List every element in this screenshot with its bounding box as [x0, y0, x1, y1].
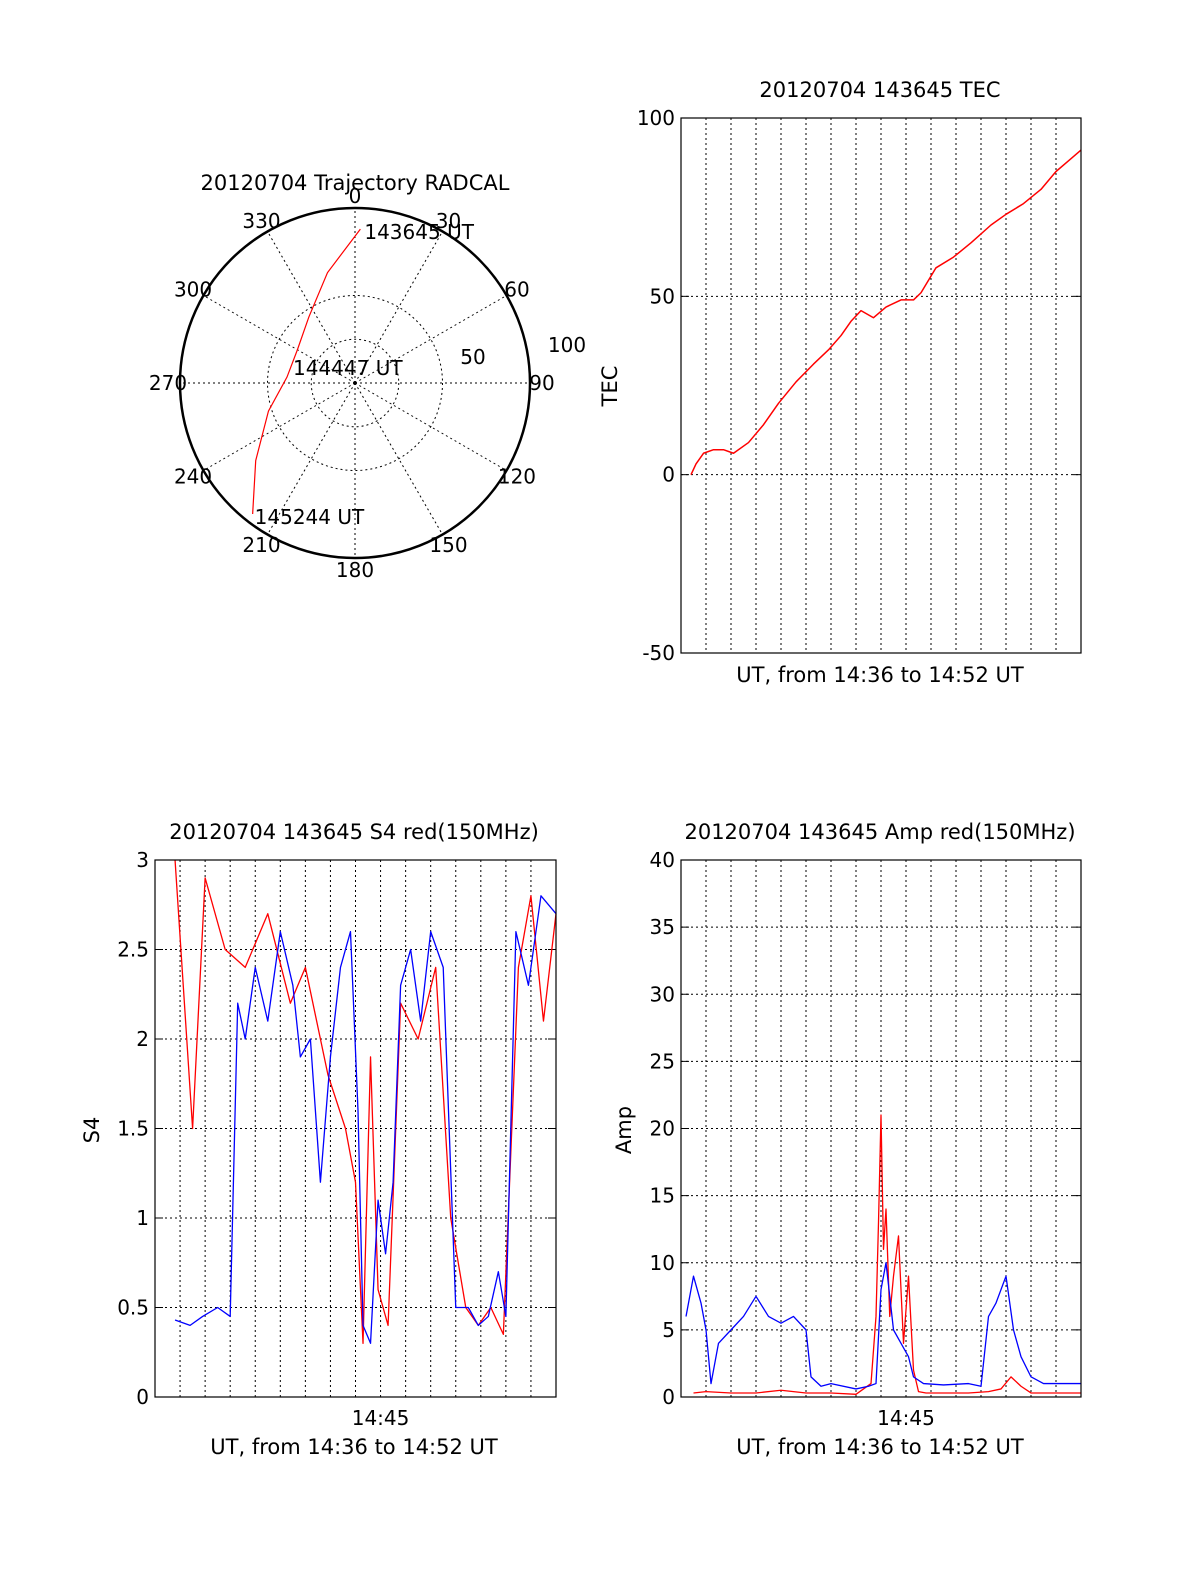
s4-x-axis-label: UT, from 14:36 to 14:52 UT — [210, 1435, 498, 1459]
polar-angle-label-90: 90 — [529, 371, 554, 395]
polar-spoke-300 — [203, 295, 356, 384]
tec-series — [690, 149, 1082, 475]
tec-y-tick-labels: -50 0 50 100 — [637, 106, 675, 665]
amp-chart: 20120704 143645 Amp red(150MHz) 0 5 10 15 20… — [612, 820, 1082, 1459]
polar-angle-label-180: 180 — [336, 558, 374, 582]
polar-outer-ring — [178, 206, 532, 560]
tec-ytick-label: 100 — [637, 106, 675, 130]
s4-ytick-label: 0 — [136, 1385, 149, 1409]
amp-ytick-label: 0 — [662, 1385, 675, 1409]
polar-ring-25 — [310, 338, 400, 428]
amp-y-axis-label: Amp — [612, 1106, 636, 1154]
amp-ytick-label: 25 — [650, 1049, 675, 1073]
polar-ring-50 — [267, 295, 443, 471]
tec-ytick-label: -50 — [642, 641, 675, 665]
s4-ytick-label: 0.5 — [117, 1296, 149, 1320]
s4-title: 20120704 143645 S4 red(150MHz) — [169, 820, 539, 844]
polar-radius-label-50: 50 — [460, 345, 485, 369]
polar-title: 20120704 Trajectory RADCAL — [201, 171, 510, 195]
amp-series-line-0 — [693, 1114, 1081, 1395]
polar-angle-label-150: 150 — [429, 533, 467, 557]
amp-series — [685, 1114, 1081, 1395]
polar-angle-labels: 0 30 60 90 120 150 180 210 240 270 300 330 — [149, 184, 555, 582]
polar-angle-label-0: 0 — [349, 184, 362, 208]
polar-angle-label-120: 120 — [498, 465, 536, 489]
polar-spoke-60 — [354, 295, 507, 384]
amp-plot-frame — [680, 859, 1082, 1398]
polar-angle-label-240: 240 — [174, 465, 212, 489]
polar-spoke-240 — [203, 382, 356, 471]
polar-angle-label-30: 30 — [436, 209, 461, 233]
polar-spoke-330 — [267, 231, 356, 384]
polar-angle-label-300: 300 — [174, 278, 212, 302]
amp-series-line-1 — [685, 1262, 1081, 1390]
tec-plot-frame — [680, 117, 1082, 654]
s4-y-tick-labels: 0 0.5 1 1.5 2 2.5 3 — [117, 848, 149, 1409]
polar-angle-label-60: 60 — [504, 278, 529, 302]
amp-title: 20120704 143645 Amp red(150MHz) — [684, 820, 1075, 844]
polar-angle-label-210: 210 — [242, 533, 280, 557]
polar-trajectory-plot: 20120704 Trajectory RADCAL 0 30 60 90 120 150… — [149, 171, 586, 582]
s4-ytick-label: 2.5 — [117, 938, 149, 962]
polar-spoke-30 — [354, 231, 443, 384]
s4-ytick-label: 3 — [136, 848, 149, 872]
s4-series-line-0 — [174, 859, 557, 1344]
polar-radius-label-100: 100 — [548, 333, 586, 357]
tec-title: 20120704 143645 TEC — [759, 78, 1000, 102]
polar-trajectory-series — [252, 228, 361, 515]
amp-x-axis-label: UT, from 14:36 to 14:52 UT — [736, 1435, 1024, 1459]
amp-y-tick-labels: 0 5 10 15 20 25 30 35 40 — [650, 848, 675, 1409]
tec-x-axis-label: UT, from 14:36 to 14:52 UT — [736, 663, 1024, 687]
polar-spoke-150 — [354, 382, 443, 535]
amp-ytick-label: 40 — [650, 848, 675, 872]
polar-series-line-0 — [252, 228, 361, 515]
amp-ytick-label: 5 — [662, 1318, 675, 1342]
tec-series-line-0 — [690, 149, 1082, 475]
tec-chart: 20120704 143645 TEC -50 0 50 100 UT, from 1… — [598, 78, 1082, 687]
amp-ytick-label: 15 — [650, 1184, 675, 1208]
polar-angle-label-330: 330 — [242, 209, 280, 233]
tec-ytick-label: 50 — [650, 284, 675, 308]
polar-annotation-end: 145244 UT — [255, 505, 365, 529]
tec-ytick-label: 0 — [662, 463, 675, 487]
s4-chart: 20120704 143645 S4 red(150MHz) 0 0.5 1 1.5 2… — [80, 820, 557, 1459]
amp-ytick-label: 20 — [650, 1117, 675, 1141]
tec-y-axis-label: TEC — [598, 366, 622, 408]
amp-grid — [681, 859, 1081, 1398]
amp-ytick-label: 10 — [650, 1251, 675, 1275]
tec-grid — [681, 117, 1081, 654]
amp-x-tick-label: 14:45 — [877, 1406, 935, 1430]
s4-series — [174, 859, 557, 1344]
s4-ytick-label: 1 — [136, 1206, 149, 1230]
s4-plot-frame — [154, 859, 557, 1398]
s4-ytick-label: 1.5 — [117, 1117, 149, 1141]
s4-x-tick-label: 14:45 — [352, 1406, 410, 1430]
polar-spoke-210 — [267, 382, 356, 535]
amp-ytick-label: 35 — [650, 915, 675, 939]
s4-ytick-label: 2 — [136, 1027, 149, 1051]
polar-annotation-start: 143645 UT — [364, 220, 474, 244]
polar-annotation-mid: 144447 UT — [293, 356, 403, 380]
polar-spoke-120 — [354, 382, 507, 471]
polar-angle-label-270: 270 — [149, 371, 187, 395]
s4-series-line-1 — [174, 895, 557, 1344]
s4-y-axis-label: S4 — [80, 1117, 104, 1144]
s4-grid — [155, 859, 556, 1398]
amp-ytick-label: 30 — [650, 982, 675, 1006]
